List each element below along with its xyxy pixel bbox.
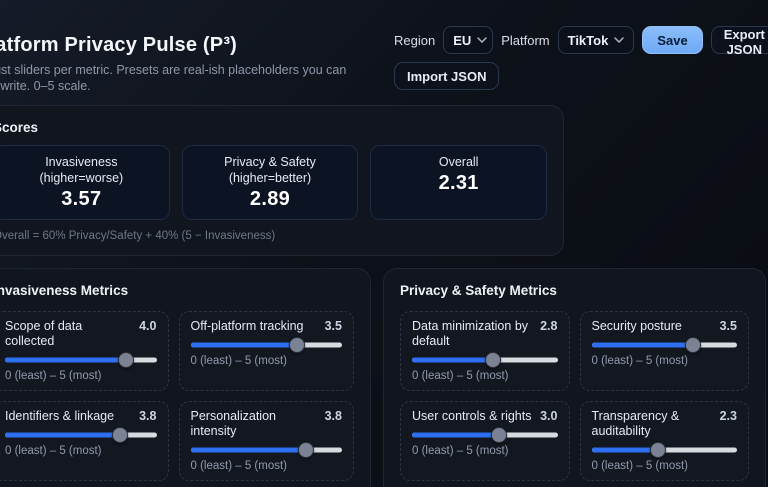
region-select-value: EU	[453, 32, 472, 48]
slider-fill	[591, 447, 659, 452]
region-label: Region	[394, 32, 436, 48]
metric-label: Scope of data collected	[5, 318, 83, 348]
save-button[interactable]: Save	[642, 26, 703, 54]
metric-card-off-platform-tracking: Off-platform tracking 3.5 0 (least) – 5 …	[178, 310, 354, 391]
privacy-safety-metrics-heading: Privacy & Safety Metrics	[400, 282, 557, 298]
metric-slider[interactable]	[591, 441, 737, 458]
platform-select-value: TikTok	[567, 32, 609, 48]
header-title-block: Platform Privacy Pulse (P³) Adjust slide…	[0, 34, 394, 95]
metric-slider[interactable]	[5, 351, 157, 368]
privacy-safety-metrics-panel: Privacy & Safety Metrics Data minimizati…	[383, 267, 766, 487]
slider-fill	[412, 432, 500, 437]
score-label: Privacy & Safety (higher=better)	[224, 154, 316, 185]
slider-thumb[interactable]	[297, 441, 314, 458]
slider-fill	[5, 432, 121, 437]
metric-label: Off-platform tracking	[190, 318, 304, 333]
overall-formula-note: Overall = 60% Privacy/Safety + 40% (5 − …	[0, 229, 276, 242]
slider-fill	[591, 342, 694, 347]
score-card-privacy-safety: Privacy & Safety (higher=better) 2.89	[181, 144, 359, 220]
metric-label: Personalization intensity	[190, 408, 276, 438]
scores-grid: Invasiveness (higher=worse) 3.57 Privacy…	[0, 144, 547, 220]
slider-thumb[interactable]	[650, 441, 667, 458]
score-card-overall: Overall 2.31	[370, 144, 547, 220]
metric-value: 3.0	[540, 408, 558, 423]
metric-card-personalization-intensity: Personalization intensity 3.8 0 (least) …	[178, 400, 354, 481]
slider-fill	[5, 357, 127, 362]
slider-thumb[interactable]	[112, 426, 129, 443]
metrics-row: Invasiveness Metrics Scope of data colle…	[0, 267, 766, 487]
slider-thumb[interactable]	[118, 351, 135, 368]
metric-card-data-minimization: Data minimization by default 2.8 0 (leas…	[400, 310, 570, 391]
platform-select[interactable]: TikTok	[557, 26, 635, 54]
metric-card-identifiers-linkage: Identifiers & linkage 3.8 0 (least) – 5 …	[0, 400, 169, 481]
score-value: 2.31	[438, 171, 479, 194]
header: Platform Privacy Pulse (P³) Adjust slide…	[0, 0, 768, 95]
controls-row-1: Region EU Platform TikTok Save Export JS…	[394, 26, 768, 57]
metric-label: Security posture	[591, 318, 682, 333]
score-card-invasiveness: Invasiveness (higher=worse) 3.57	[0, 144, 170, 220]
metric-value: 3.8	[324, 408, 342, 423]
metric-value: 3.5	[719, 318, 737, 333]
slider-fill	[190, 342, 297, 347]
slider-range-caption: 0 (least) – 5 (most)	[412, 369, 509, 382]
metric-value: 3.8	[139, 408, 157, 423]
page-subtitle: Adjust sliders per metric. Presets are r…	[0, 63, 347, 94]
scores-panel: Scores Invasiveness (higher=worse) 3.57 …	[0, 104, 564, 256]
slider-range-caption: 0 (least) – 5 (most)	[591, 459, 689, 472]
metric-label: Data minimization by default	[412, 318, 529, 348]
invasiveness-metrics-heading: Invasiveness Metrics	[0, 282, 129, 298]
metric-slider[interactable]	[190, 441, 342, 458]
slider-range-caption: 0 (least) – 5 (most)	[5, 444, 102, 457]
slider-thumb[interactable]	[685, 336, 702, 353]
slider-range-caption: 0 (least) – 5 (most)	[412, 444, 509, 457]
score-label: Overall	[438, 154, 479, 169]
slider-thumb[interactable]	[491, 426, 508, 443]
metric-value: 4.0	[139, 318, 157, 333]
invasiveness-metrics-panel: Invasiveness Metrics Scope of data colle…	[0, 267, 371, 487]
import-json-button[interactable]: Import JSON	[394, 62, 500, 90]
privacy-safety-metrics-grid: Data minimization by default 2.8 0 (leas…	[400, 310, 749, 487]
score-value: 2.89	[249, 187, 291, 210]
metric-slider[interactable]	[412, 351, 558, 368]
slider-range-caption: 0 (least) – 5 (most)	[591, 354, 689, 367]
header-controls: Region EU Platform TikTok Save Export JS…	[394, 26, 768, 90]
metric-value: 2.8	[540, 318, 558, 333]
metric-slider[interactable]	[412, 426, 558, 443]
score-label: Invasiveness (higher=worse)	[39, 154, 124, 185]
slider-range-caption: 0 (least) – 5 (most)	[190, 354, 288, 367]
metric-slider[interactable]	[591, 336, 737, 353]
slider-range-caption: 0 (least) – 5 (most)	[190, 459, 288, 472]
metric-label: Transparency & auditability	[591, 408, 680, 438]
metric-card-security-posture: Security posture 3.5 0 (least) – 5 (most…	[579, 310, 749, 391]
page-title: Platform Privacy Pulse (P³)	[0, 34, 238, 56]
metric-value: 3.5	[324, 318, 342, 333]
metric-slider[interactable]	[5, 426, 157, 443]
chevron-down-icon	[614, 37, 625, 43]
invasiveness-metrics-grid: Scope of data collected 4.0 0 (least) – …	[0, 310, 354, 487]
slider-fill	[412, 357, 494, 362]
metric-card-transparency-auditability: Transparency & auditability 2.3 0 (least…	[579, 400, 749, 481]
chevron-down-icon	[477, 37, 488, 43]
controls-row-2: Import JSON	[394, 62, 766, 90]
region-select[interactable]: EU	[443, 26, 494, 54]
slider-fill	[190, 447, 306, 452]
metric-label: User controls & rights	[412, 408, 532, 423]
metric-value: 2.3	[719, 408, 737, 423]
score-value: 3.57	[61, 187, 102, 210]
metric-card-user-controls-rights: User controls & rights 3.0 0 (least) – 5…	[400, 400, 570, 481]
slider-thumb[interactable]	[485, 351, 502, 368]
metric-label: Identifiers & linkage	[5, 408, 115, 423]
slider-thumb[interactable]	[288, 336, 305, 353]
export-json-button[interactable]: Export JSON	[710, 26, 768, 57]
metric-card-scope-of-data-collected: Scope of data collected 4.0 0 (least) – …	[0, 310, 169, 391]
metric-slider[interactable]	[190, 336, 342, 353]
slider-range-caption: 0 (least) – 5 (most)	[5, 369, 102, 382]
scores-heading: Scores	[0, 119, 39, 135]
platform-label: Platform	[501, 32, 550, 48]
